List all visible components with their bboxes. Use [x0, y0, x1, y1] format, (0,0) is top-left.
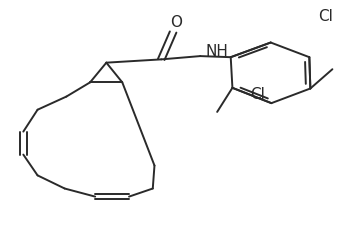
Text: Cl: Cl — [318, 9, 333, 24]
Text: Cl: Cl — [250, 86, 265, 101]
Text: NH: NH — [206, 44, 229, 59]
Text: O: O — [170, 15, 183, 30]
